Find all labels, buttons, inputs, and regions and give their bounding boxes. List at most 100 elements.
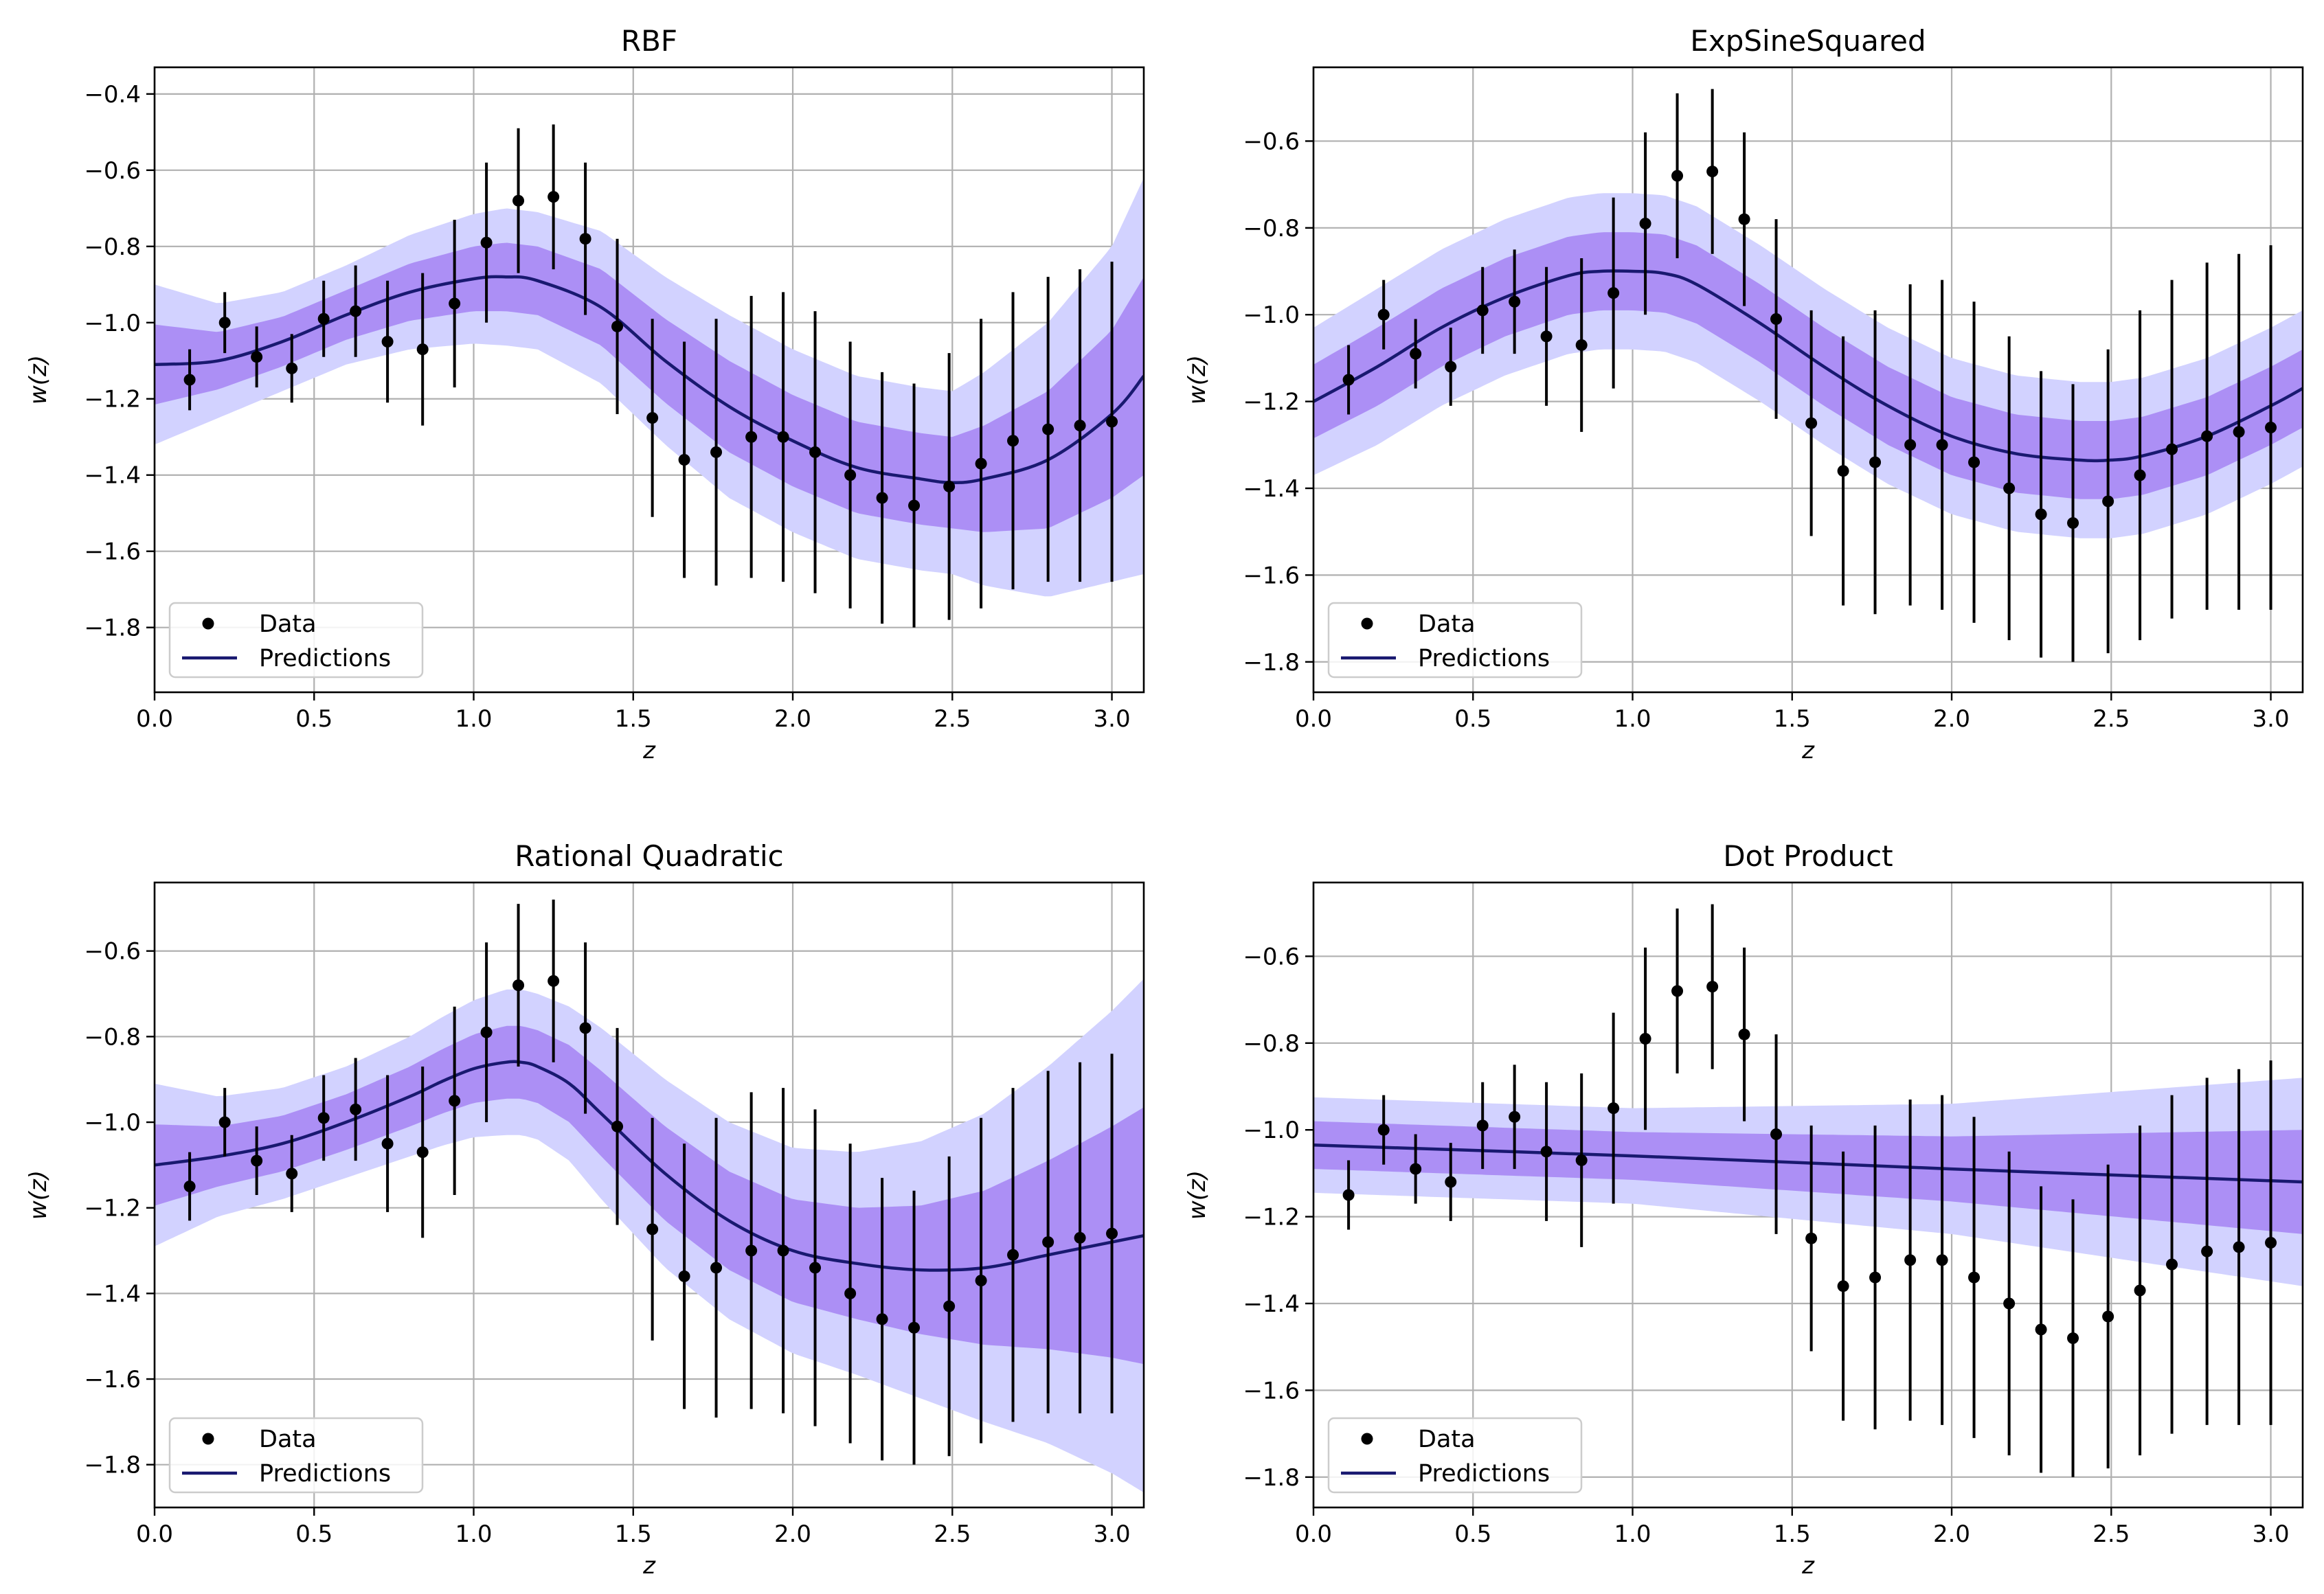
data-point	[1671, 985, 1684, 997]
data-point	[1540, 1146, 1553, 1158]
data-point	[1074, 420, 1086, 432]
y-tick-label: −0.8	[84, 1023, 141, 1051]
x-tick-label: 0.5	[295, 705, 332, 733]
data-point	[286, 362, 298, 374]
data-point	[251, 351, 263, 363]
panel-expsinesquared: 0.0 0.5 1.0 1.5 2.0 2.5 3.0 −1.8 −1.6 −1.4 −1.2 −1.…	[1184, 24, 2304, 764]
axes-frame	[1312, 881, 2304, 1509]
confidence-band-1sigma	[1313, 232, 2303, 499]
data-point	[2102, 1310, 2114, 1323]
prediction-line	[1313, 269, 2303, 463]
data-point	[2265, 422, 2277, 434]
legend-marker-data	[1361, 1433, 1373, 1445]
data-point	[745, 1244, 758, 1257]
data-point	[1770, 313, 1783, 326]
y-axis-label: w(z)	[25, 1170, 52, 1220]
data-point	[2067, 1332, 2079, 1345]
x-tick-label: 3.0	[1094, 705, 1131, 733]
y-tick-label: −0.4	[84, 81, 141, 109]
y-tick-label: −1.6	[1243, 1377, 1300, 1404]
data-point	[844, 469, 857, 481]
y-tick-label: −0.6	[84, 157, 141, 185]
x-tick-label: 3.0	[2253, 1521, 2290, 1548]
data-point	[2134, 1284, 2146, 1297]
data-point	[2233, 426, 2245, 438]
data-point	[908, 1321, 921, 1334]
data-point	[579, 233, 591, 245]
data-point	[1007, 1249, 1019, 1261]
data-point	[1445, 1176, 1457, 1188]
y-tick-label: −1.2	[1243, 389, 1300, 416]
chart-title: Rational Quadratic	[515, 839, 784, 873]
panel-rational-quadratic: 0.0 0.5 1.0 1.5 2.0 2.5 3.0 −1.8 −1.6 −1.4 −1.2 −1.…	[25, 839, 1145, 1580]
data-point	[512, 979, 525, 992]
x-tick-label: 3.0	[1094, 1521, 1131, 1548]
data-point	[1770, 1128, 1783, 1141]
data-point	[1342, 1189, 1355, 1201]
data-point	[908, 499, 921, 512]
data-point	[1837, 465, 1849, 477]
data-point	[745, 431, 758, 443]
x-tick-label: 0.5	[1454, 1521, 1491, 1548]
data-point	[2003, 1297, 2016, 1310]
legend-label-predictions: Predictions	[259, 645, 391, 672]
data-point	[1738, 1028, 1750, 1040]
y-tick-label: −1.8	[84, 1452, 141, 1479]
data-point	[1805, 417, 1818, 429]
x-tick-label: 1.0	[1614, 1521, 1651, 1548]
data-point	[416, 343, 429, 356]
x-tick-label: 1.5	[1774, 1521, 1811, 1548]
data-point	[317, 1112, 330, 1124]
data-point	[1936, 1254, 1948, 1266]
data-point	[1968, 1271, 1981, 1284]
confidence-band-1sigma	[1313, 1121, 2303, 1234]
data-point	[1445, 361, 1457, 373]
data-point	[1042, 423, 1054, 435]
data-point	[1869, 1271, 1882, 1284]
data-point	[1509, 1111, 1521, 1123]
x-tick-label: 2.5	[934, 705, 971, 733]
x-tick-label: 2.0	[1933, 1521, 1970, 1548]
data-point	[2166, 1258, 2178, 1271]
data-point	[809, 446, 822, 458]
axes-frame	[1312, 66, 2304, 694]
data-point	[777, 1244, 789, 1257]
y-tick-label: −1.2	[84, 1195, 141, 1222]
data-point	[1476, 1119, 1489, 1132]
data-point	[1706, 166, 1719, 178]
y-tick-label: −1.0	[1243, 1117, 1300, 1144]
y-tick-label: −1.8	[84, 615, 141, 642]
data-point	[2265, 1237, 2277, 1249]
x-tick-label: 1.0	[455, 705, 492, 733]
data-point	[710, 1262, 723, 1274]
data-point	[1607, 1102, 1620, 1115]
data-point	[381, 1137, 394, 1150]
data-point	[2035, 1323, 2047, 1336]
data-point	[183, 374, 196, 386]
data-point	[2166, 443, 2178, 455]
y-tick-label: −0.8	[84, 234, 141, 261]
y-tick-label: −1.4	[1243, 1290, 1300, 1318]
data-point	[1575, 339, 1588, 351]
data-point	[809, 1262, 822, 1274]
legend-marker-data	[202, 617, 214, 630]
data-point	[218, 1116, 231, 1128]
data-point	[251, 1154, 263, 1167]
data-point	[611, 1120, 624, 1132]
confidence-band-1sigma	[155, 242, 1144, 532]
data-point	[975, 1275, 987, 1287]
x-tick-label: 2.5	[934, 1521, 971, 1548]
data-point	[381, 336, 394, 348]
x-tick-label: 2.0	[774, 1521, 811, 1548]
data-point	[449, 1095, 461, 1107]
data-series	[1342, 89, 2277, 662]
data-point	[1106, 415, 1118, 428]
data-point	[2003, 482, 2016, 494]
chart-title: RBF	[621, 24, 677, 58]
data-series	[1342, 904, 2277, 1477]
data-point	[646, 1223, 659, 1236]
legend-label-data: Data	[259, 611, 317, 638]
y-tick-label: −1.0	[84, 1109, 141, 1137]
legend-label-predictions: Predictions	[1418, 645, 1550, 672]
